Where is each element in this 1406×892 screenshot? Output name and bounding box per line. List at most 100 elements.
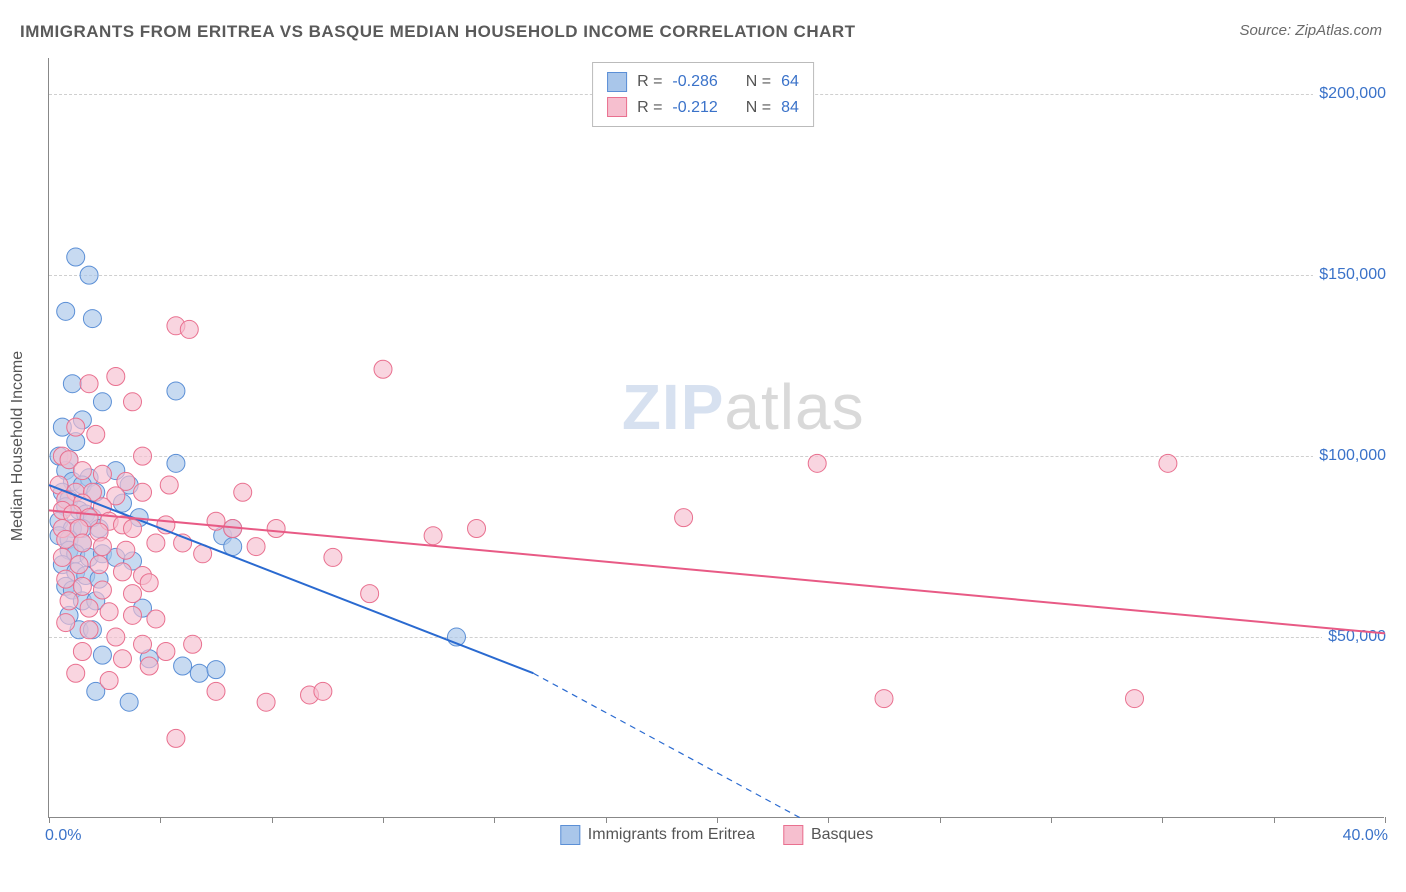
- r-value-basques: -0.212: [672, 95, 717, 121]
- xtick-mark: [717, 817, 718, 823]
- xtick-mark: [49, 817, 50, 823]
- data-point-basques: [53, 548, 71, 566]
- data-point-basques: [468, 519, 486, 537]
- data-point-basques: [147, 534, 165, 552]
- swatch-basques-top: [607, 97, 627, 117]
- data-point-basques: [93, 581, 111, 599]
- data-point-eritrea: [174, 657, 192, 675]
- data-point-basques: [808, 454, 826, 472]
- n-label-2: N =: [746, 95, 771, 121]
- r-label-2: R =: [637, 95, 662, 121]
- xtick-mark: [383, 817, 384, 823]
- data-point-basques: [67, 664, 85, 682]
- legend-label-eritrea: Immigrants from Eritrea: [588, 826, 755, 844]
- legend-item-eritrea: Immigrants from Eritrea: [560, 825, 755, 845]
- xtick-mark: [160, 817, 161, 823]
- data-point-basques: [67, 418, 85, 436]
- swatch-eritrea: [560, 825, 580, 845]
- data-point-eritrea: [93, 393, 111, 411]
- data-point-basques: [324, 548, 342, 566]
- source-attribution: Source: ZipAtlas.com: [1239, 22, 1382, 39]
- swatch-basques: [783, 825, 803, 845]
- data-point-basques: [207, 512, 225, 530]
- legend-stats-row-eritrea: R = -0.286 N = 64: [607, 69, 799, 95]
- data-point-basques: [1159, 454, 1177, 472]
- data-point-basques: [124, 393, 142, 411]
- xtick-mark: [1385, 817, 1386, 823]
- data-point-basques: [134, 447, 152, 465]
- data-point-basques: [267, 519, 285, 537]
- data-point-basques: [147, 610, 165, 628]
- data-point-basques: [100, 671, 118, 689]
- data-point-basques: [424, 527, 442, 545]
- n-value-basques: 84: [781, 95, 799, 121]
- data-point-eritrea: [93, 646, 111, 664]
- xtick-mark: [828, 817, 829, 823]
- data-point-basques: [57, 614, 75, 632]
- data-point-basques: [207, 682, 225, 700]
- data-point-eritrea: [224, 538, 242, 556]
- data-point-eritrea: [67, 248, 85, 266]
- data-point-basques: [247, 538, 265, 556]
- chart-plot-area: ZIPatlas $200,000 $150,000 $100,000 $50,…: [48, 58, 1384, 818]
- swatch-eritrea-top: [607, 72, 627, 92]
- data-point-basques: [90, 556, 108, 574]
- xtick-mark: [606, 817, 607, 823]
- data-point-basques: [140, 574, 158, 592]
- xtick-left: 0.0%: [45, 827, 81, 845]
- data-point-basques: [134, 483, 152, 501]
- data-point-basques: [73, 462, 91, 480]
- data-point-basques: [87, 425, 105, 443]
- data-point-basques: [60, 592, 78, 610]
- data-point-eritrea: [167, 382, 185, 400]
- data-point-basques: [234, 483, 252, 501]
- xtick-mark: [1162, 817, 1163, 823]
- data-point-basques: [314, 682, 332, 700]
- data-point-eritrea: [83, 310, 101, 328]
- data-point-eritrea: [120, 693, 138, 711]
- n-label: N =: [746, 69, 771, 95]
- legend-item-basques: Basques: [783, 825, 873, 845]
- data-point-basques: [57, 570, 75, 588]
- data-point-basques: [107, 367, 125, 385]
- data-point-basques: [361, 585, 379, 603]
- data-point-eritrea: [80, 266, 98, 284]
- data-point-basques: [70, 556, 88, 574]
- xtick-mark: [1051, 817, 1052, 823]
- scatter-svg: [49, 58, 1384, 817]
- xtick-mark: [494, 817, 495, 823]
- data-point-basques: [107, 628, 125, 646]
- data-point-basques: [124, 519, 142, 537]
- data-point-basques: [167, 729, 185, 747]
- data-point-basques: [160, 476, 178, 494]
- data-point-basques: [100, 603, 118, 621]
- xtick-mark: [940, 817, 941, 823]
- data-point-eritrea: [207, 661, 225, 679]
- data-point-basques: [80, 621, 98, 639]
- data-point-basques: [80, 599, 98, 617]
- data-point-basques: [113, 563, 131, 581]
- y-axis-label: Median Household Income: [9, 351, 27, 541]
- xtick-right: 40.0%: [1343, 827, 1388, 845]
- legend-stats: R = -0.286 N = 64 R = -0.212 N = 84: [592, 62, 814, 127]
- data-point-basques: [180, 320, 198, 338]
- data-point-basques: [93, 465, 111, 483]
- data-point-basques: [184, 635, 202, 653]
- data-point-basques: [124, 606, 142, 624]
- data-point-basques: [134, 635, 152, 653]
- data-point-basques: [157, 643, 175, 661]
- data-point-basques: [124, 585, 142, 603]
- data-point-basques: [73, 577, 91, 595]
- chart-title: IMMIGRANTS FROM ERITREA VS BASQUE MEDIAN…: [20, 22, 856, 42]
- legend-stats-row-basques: R = -0.212 N = 84: [607, 95, 799, 121]
- data-point-eritrea: [167, 454, 185, 472]
- legend-label-basques: Basques: [811, 826, 873, 844]
- data-point-eritrea: [63, 375, 81, 393]
- legend-bottom: Immigrants from Eritrea Basques: [560, 825, 873, 845]
- data-point-basques: [875, 690, 893, 708]
- xtick-mark: [272, 817, 273, 823]
- data-point-basques: [73, 534, 91, 552]
- data-point-basques: [117, 541, 135, 559]
- data-point-basques: [374, 360, 392, 378]
- r-value-eritrea: -0.286: [672, 69, 717, 95]
